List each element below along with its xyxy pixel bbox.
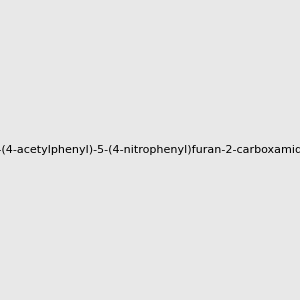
Text: N-(4-acetylphenyl)-5-(4-nitrophenyl)furan-2-carboxamide: N-(4-acetylphenyl)-5-(4-nitrophenyl)fura…	[0, 145, 300, 155]
